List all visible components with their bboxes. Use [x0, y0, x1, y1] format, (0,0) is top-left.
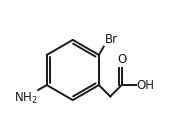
Text: OH: OH — [136, 79, 154, 92]
Text: Br: Br — [104, 33, 118, 46]
Text: O: O — [117, 53, 126, 66]
Text: NH$_2$: NH$_2$ — [14, 91, 38, 106]
